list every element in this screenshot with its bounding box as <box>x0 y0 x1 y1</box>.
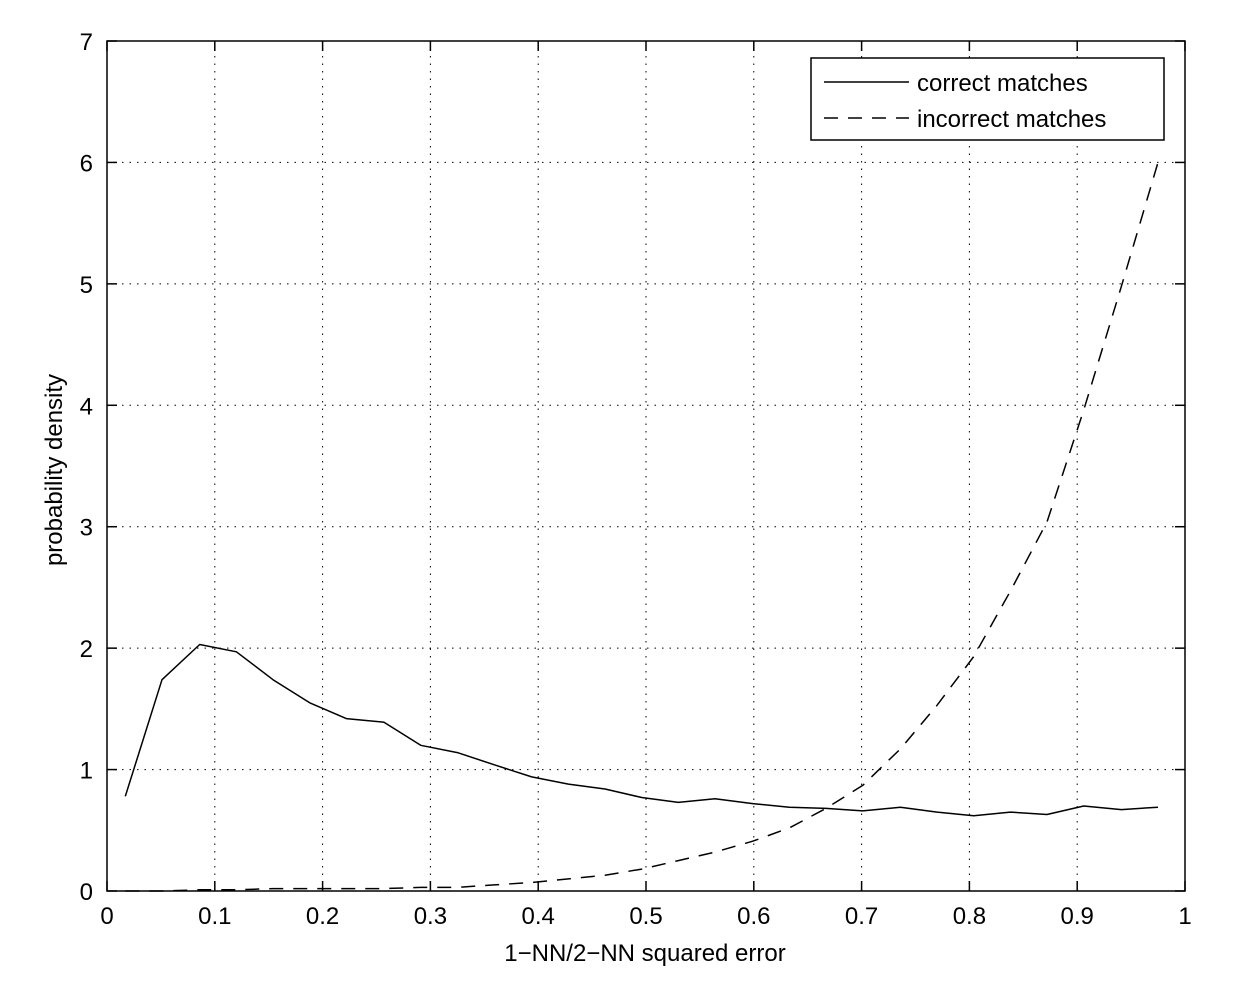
series-line-correct-matches <box>124 643 1159 817</box>
x-tick-label: 0.7 <box>845 903 878 930</box>
legend: correct matches incorrect matches <box>810 57 1165 141</box>
series-layer <box>124 162 1159 892</box>
x-tick-label: 0.9 <box>1061 903 1094 930</box>
series-line-incorrect-matches <box>125 162 1159 892</box>
y-tick-label: 4 <box>80 393 93 420</box>
y-tick-label: 6 <box>80 150 93 177</box>
y-tick-label: 0 <box>80 879 93 906</box>
y-tick-label: 7 <box>80 29 93 56</box>
legend-label-correct-matches: correct matches <box>917 70 1088 97</box>
x-axis-title: 1−NN/2−NN squared error <box>504 940 785 967</box>
axis-ticks: 0 0.1 0.2 0.3 0.4 0.5 0.6 0.7 0.8 0.9 1 0 1 2 3 4 5 6 7 <box>80 29 1192 930</box>
y-tick-label: 1 <box>80 758 93 785</box>
legend-box <box>810 57 1165 141</box>
x-tick-label: 1 <box>1178 903 1191 930</box>
x-tick-label: 0.8 <box>953 903 986 930</box>
x-tick-label: 0.5 <box>629 903 662 930</box>
x-tick-label: 0.3 <box>414 903 447 930</box>
grid <box>107 41 1185 891</box>
x-tick-label: 0 <box>100 903 113 930</box>
y-tick-label: 5 <box>80 272 93 299</box>
y-tick-label: 2 <box>80 636 93 663</box>
y-tick-label: 3 <box>80 515 93 542</box>
x-tick-label: 0.2 <box>306 903 339 930</box>
legend-label-incorrect-matches: incorrect matches <box>917 106 1106 133</box>
x-tick-label: 0.4 <box>522 903 555 930</box>
y-axis-title: probability density <box>41 374 68 566</box>
x-tick-label: 0.1 <box>198 903 231 930</box>
x-tick-label: 0.6 <box>737 903 770 930</box>
